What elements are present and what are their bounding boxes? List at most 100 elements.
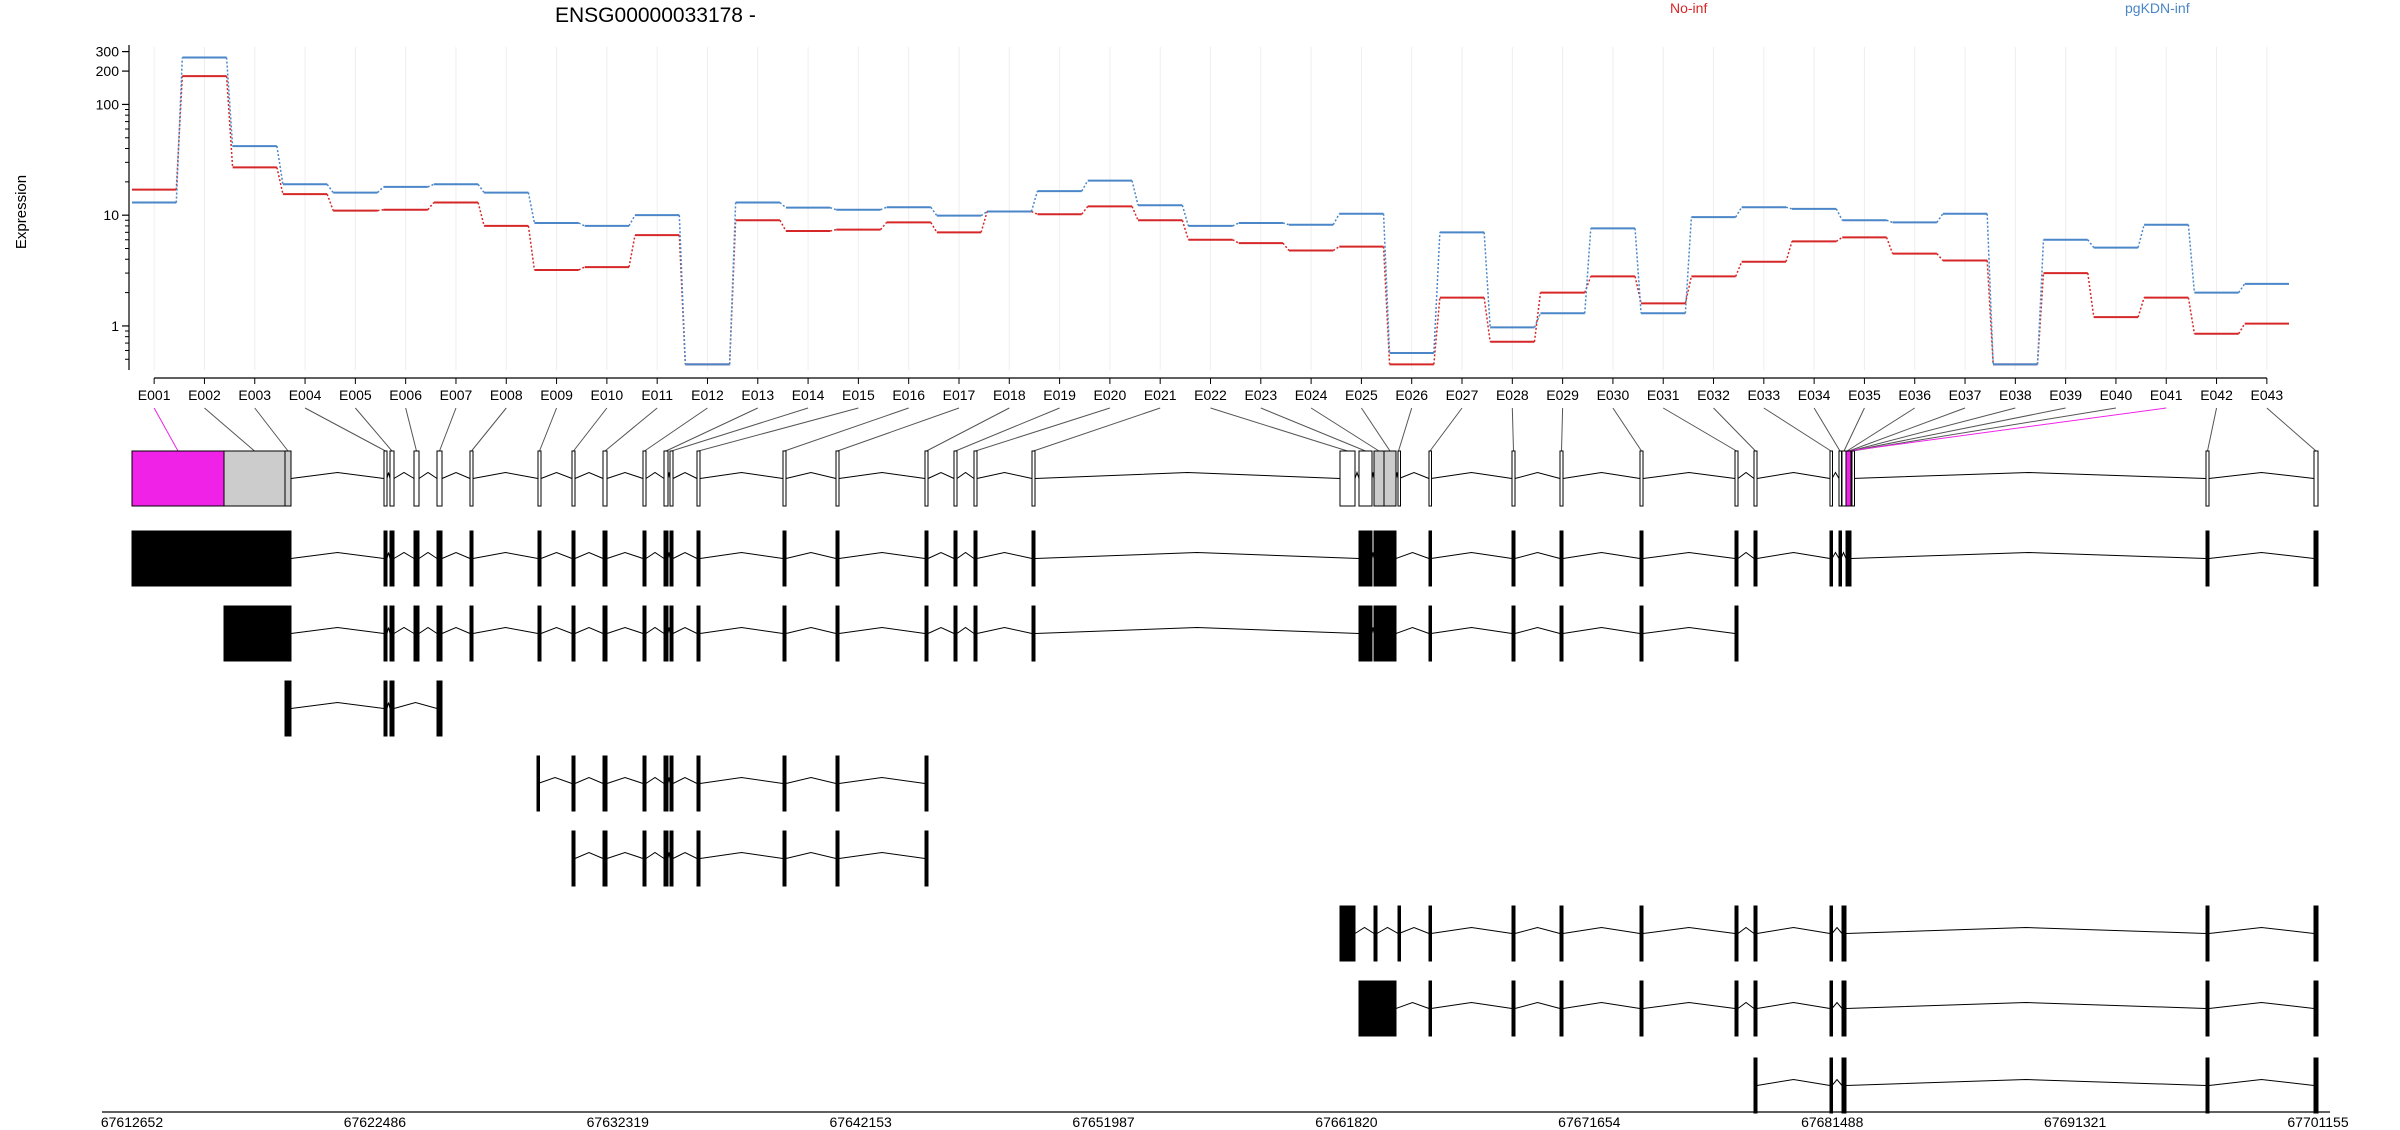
exon-label: E038 bbox=[1999, 387, 2032, 403]
exon-connector bbox=[1511, 407, 1514, 452]
series-transition bbox=[276, 146, 284, 185]
exon-block bbox=[1639, 605, 1644, 662]
intron bbox=[1737, 1001, 1755, 1009]
intron bbox=[956, 471, 975, 479]
exon-label: E003 bbox=[238, 387, 271, 403]
exon-block bbox=[1838, 450, 1842, 507]
intron bbox=[418, 626, 438, 634]
intron bbox=[1514, 626, 1561, 634]
exon-block bbox=[782, 605, 787, 662]
intron bbox=[1756, 926, 1831, 934]
series-transition bbox=[1181, 220, 1190, 240]
intron bbox=[1514, 551, 1561, 559]
exon-connector bbox=[405, 407, 417, 452]
exon-block bbox=[1511, 530, 1516, 587]
exon-label: E032 bbox=[1697, 387, 1730, 403]
intron bbox=[785, 471, 837, 479]
intron bbox=[1737, 551, 1755, 559]
exon-block bbox=[2205, 1057, 2210, 1114]
legend-pgkdn-inf: pgKDN-inf bbox=[2125, 0, 2190, 16]
intron bbox=[1831, 471, 1840, 479]
intron bbox=[699, 471, 784, 479]
intron bbox=[1430, 1001, 1513, 1009]
exon-block bbox=[782, 450, 787, 507]
intron bbox=[290, 551, 385, 559]
exon-block bbox=[1373, 605, 1385, 662]
series-transition bbox=[1986, 260, 1994, 365]
exon-label: E014 bbox=[792, 387, 825, 403]
series-transition bbox=[1533, 292, 1542, 342]
exon-block bbox=[1428, 450, 1432, 507]
intron bbox=[1756, 471, 1831, 479]
exon-block bbox=[1734, 450, 1739, 507]
exon-connector bbox=[665, 407, 758, 452]
genome-tick-label: 67642153 bbox=[830, 1114, 893, 1130]
intron bbox=[393, 701, 438, 709]
exon-label: E018 bbox=[993, 387, 1026, 403]
intron bbox=[472, 626, 539, 634]
series-transition bbox=[376, 186, 385, 194]
series-transition bbox=[2137, 297, 2145, 318]
exon-block bbox=[1397, 450, 1401, 507]
exon-block bbox=[953, 605, 958, 662]
exon-connector bbox=[1713, 407, 1756, 452]
intron bbox=[838, 626, 926, 634]
intron bbox=[838, 471, 926, 479]
exon-block bbox=[1838, 530, 1842, 587]
legend-no-inf: No-inf bbox=[1670, 0, 1707, 16]
series-transition bbox=[2187, 224, 2196, 293]
intron bbox=[472, 551, 539, 559]
exon-connector bbox=[1852, 407, 2117, 452]
intron bbox=[2208, 1001, 2315, 1009]
series-transition bbox=[1936, 213, 1944, 223]
transcript-1 bbox=[131, 530, 2319, 587]
intron bbox=[606, 851, 644, 859]
exon-block bbox=[223, 530, 286, 587]
series-transition bbox=[628, 214, 636, 227]
series-transition bbox=[2036, 239, 2045, 365]
series-transition bbox=[1030, 190, 1039, 212]
series-transition bbox=[1886, 219, 1893, 224]
series-transition bbox=[980, 210, 988, 217]
exon-label: E002 bbox=[188, 387, 221, 403]
intron bbox=[645, 851, 665, 859]
series-transition bbox=[477, 183, 485, 194]
intron bbox=[418, 551, 438, 559]
y-tick-label: 300 bbox=[96, 44, 120, 60]
intron bbox=[1395, 551, 1430, 559]
exon-block bbox=[642, 450, 647, 507]
exon-connector bbox=[573, 407, 608, 452]
exon-label: E008 bbox=[490, 387, 523, 403]
series-transition bbox=[779, 201, 787, 209]
series-transition bbox=[1131, 206, 1139, 221]
series-transition bbox=[1735, 206, 1743, 218]
exon-block bbox=[2313, 1057, 2319, 1114]
intron bbox=[1514, 1001, 1561, 1009]
exon-connector bbox=[1850, 407, 2016, 452]
exon-connector bbox=[354, 407, 393, 452]
exon-block bbox=[953, 450, 958, 507]
series-transition bbox=[1282, 242, 1290, 251]
series-transition bbox=[2187, 297, 2196, 334]
exon-block bbox=[571, 830, 576, 887]
exon-block bbox=[1428, 605, 1432, 662]
exon-block bbox=[2205, 905, 2210, 962]
intron bbox=[1562, 626, 1641, 634]
transcript-7 bbox=[1358, 980, 2319, 1037]
intron bbox=[976, 626, 1033, 634]
intron bbox=[1831, 1078, 1843, 1086]
intron bbox=[1642, 1001, 1736, 1009]
genome-tick-label: 67612652 bbox=[101, 1114, 164, 1130]
genome-tick-label: 67622486 bbox=[344, 1114, 407, 1130]
exon-label: E001 bbox=[138, 387, 171, 403]
genome-tick-label: 67691321 bbox=[2044, 1114, 2107, 1130]
series-transition bbox=[427, 202, 435, 211]
exon-connector bbox=[1033, 407, 1161, 452]
series-transition bbox=[2036, 273, 2045, 365]
exon-block bbox=[642, 605, 647, 662]
exon-label: E020 bbox=[1094, 387, 1127, 403]
exon-block bbox=[469, 605, 474, 662]
intron bbox=[699, 851, 784, 859]
exon-label: E005 bbox=[339, 387, 372, 403]
